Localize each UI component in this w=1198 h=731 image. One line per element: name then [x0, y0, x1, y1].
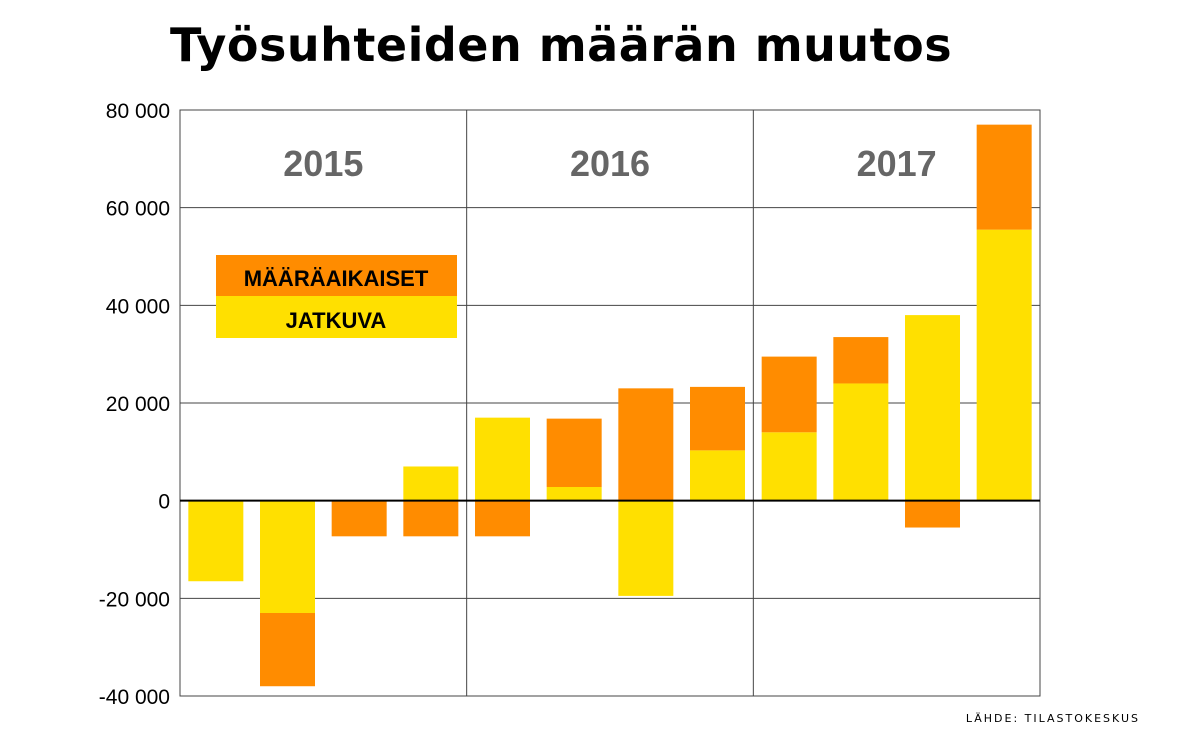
year-label: 2016	[570, 143, 650, 184]
grid-layer	[179, 109, 1041, 697]
bar-mraikaiset	[976, 124, 1032, 230]
label-layer: -40 000 -20 000 0 20 000 40 000 60 000 80 000 2…	[99, 100, 937, 709]
legend-swatch-maaraaikaiset	[216, 255, 457, 296]
year-label: 2015	[283, 143, 363, 184]
bar-jatkuva	[188, 500, 244, 582]
bar-jatkuva	[475, 417, 530, 501]
y-tick-label: 40 000	[106, 295, 170, 318]
bar-mraikaiset	[331, 500, 387, 537]
bar-mraikaiset	[546, 418, 602, 487]
bar-mraikaiset	[905, 500, 960, 528]
legend-swatch-jatkuva	[216, 296, 457, 338]
bar-mraikaiset	[260, 612, 315, 687]
bar-mraikaiset	[403, 500, 459, 537]
source-note: LÄHDE: TILASTOKESKUS	[965, 712, 1140, 725]
y-tick-label: 20 000	[106, 393, 170, 416]
y-tick-label: 80 000	[106, 100, 170, 123]
bar-mraikaiset	[475, 500, 530, 537]
bar-jatkuva	[260, 500, 315, 613]
legend-label-maaraaikaiset: MÄÄRÄAIKAISET	[244, 266, 429, 291]
legend-label-jatkuva: JATKUVA	[286, 308, 387, 333]
y-tick-label: 60 000	[106, 198, 170, 221]
bar-jatkuva	[403, 466, 459, 501]
bar-jatkuva	[761, 432, 817, 501]
bar-mraikaiset	[761, 356, 817, 433]
bar-mraikaiset	[690, 386, 745, 451]
bar-jatkuva	[618, 500, 674, 596]
legend: MÄÄRÄAIKAISET JATKUVA	[216, 255, 457, 338]
bar-layer	[188, 124, 1032, 687]
bar-jatkuva	[976, 229, 1032, 501]
year-label: 2017	[857, 143, 937, 184]
bar-jatkuva	[833, 383, 889, 501]
y-tick-label: -40 000	[99, 686, 170, 709]
chart-title: Työsuhteiden määrän muutos	[170, 18, 953, 72]
bar-jatkuva	[546, 486, 602, 501]
y-tick-label: -20 000	[99, 588, 170, 611]
bar-jatkuva	[905, 315, 960, 501]
bar-mraikaiset	[618, 388, 674, 501]
bar-jatkuva	[690, 450, 745, 501]
y-tick-label: 0	[158, 491, 170, 514]
bar-mraikaiset	[833, 337, 889, 384]
